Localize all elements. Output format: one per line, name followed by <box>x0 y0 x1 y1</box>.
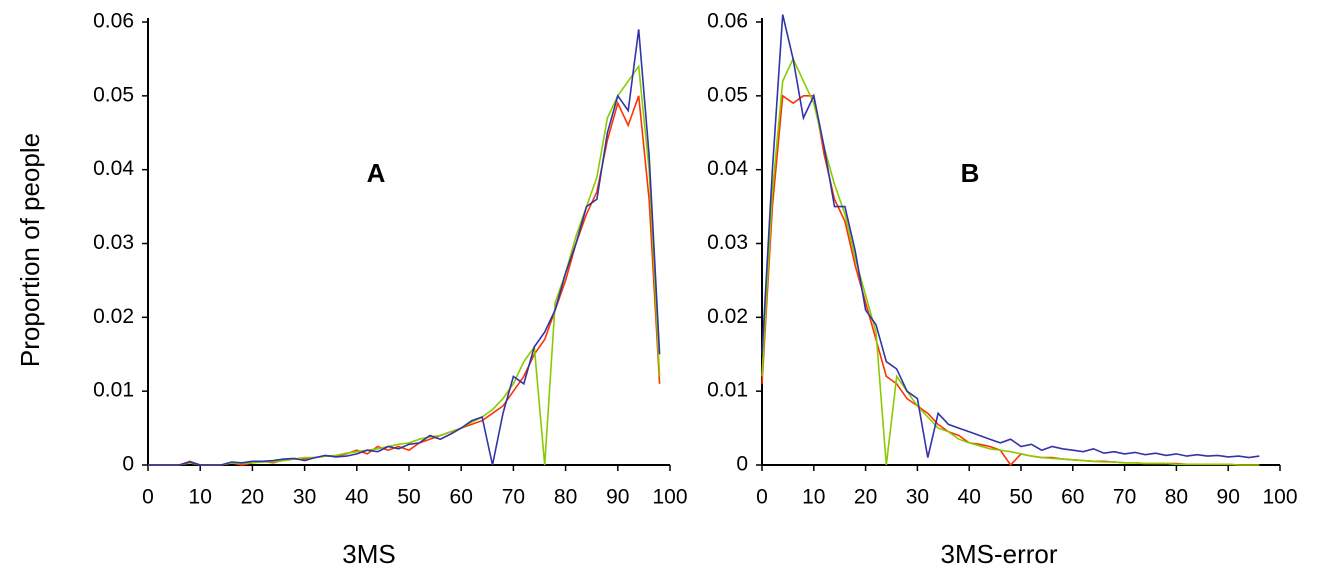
panel-label: B <box>961 158 980 188</box>
series-line <box>761 14 1260 459</box>
x-tick-label: 0 <box>756 486 768 509</box>
x-tick-label: 90 <box>606 486 629 509</box>
x-tick-label: 70 <box>502 486 525 509</box>
x-tick-label: 40 <box>958 486 981 509</box>
x-tick-label: 30 <box>906 486 929 509</box>
y-tick-label: 0.01 <box>93 379 134 402</box>
x-tick-label: 10 <box>802 486 825 509</box>
y-tick-label: 0.03 <box>707 231 748 254</box>
x-tick-label: 100 <box>652 486 687 509</box>
y-tick-label: 0.06 <box>707 10 748 33</box>
series-line <box>761 94 1260 467</box>
x-tick-label: 60 <box>1061 486 1084 509</box>
x-tick-label: 90 <box>1217 486 1240 509</box>
x-tick-label: 70 <box>1113 486 1136 509</box>
x-tick-label: 30 <box>293 486 316 509</box>
series-line <box>761 57 1260 466</box>
x-axis-label: 3MS-error <box>940 539 1057 569</box>
series-line <box>148 95 661 466</box>
series-line <box>148 29 661 466</box>
x-tick-label: 20 <box>241 486 264 509</box>
x-tick-label: 40 <box>345 486 368 509</box>
y-tick-label: 0.04 <box>93 157 134 180</box>
x-tick-label: 80 <box>554 486 577 509</box>
y-tick-label: 0 <box>736 453 748 476</box>
y-axis-label: Proportion of people <box>15 133 45 367</box>
y-tick-label: 0.04 <box>707 157 748 180</box>
x-tick-label: 20 <box>854 486 877 509</box>
y-tick-label: 0.02 <box>93 305 134 328</box>
series-line <box>148 64 661 466</box>
x-tick-label: 0 <box>142 486 154 509</box>
y-tick-label: 0.01 <box>707 379 748 402</box>
y-tick-label: 0 <box>122 453 134 476</box>
y-tick-label: 0.03 <box>93 231 134 254</box>
y-tick-label: 0.05 <box>707 83 748 106</box>
y-tick-label: 0.02 <box>707 305 748 328</box>
x-axis-label: 3MS <box>342 539 395 569</box>
x-tick-label: 100 <box>1262 486 1297 509</box>
x-tick-label: 50 <box>1009 486 1032 509</box>
y-tick-label: 0.06 <box>93 10 134 33</box>
x-tick-label: 60 <box>450 486 473 509</box>
x-tick-label: 10 <box>189 486 212 509</box>
panel-label: A <box>367 158 386 188</box>
x-tick-label: 50 <box>397 486 420 509</box>
x-tick-label: 80 <box>1165 486 1188 509</box>
y-tick-label: 0.05 <box>93 83 134 106</box>
